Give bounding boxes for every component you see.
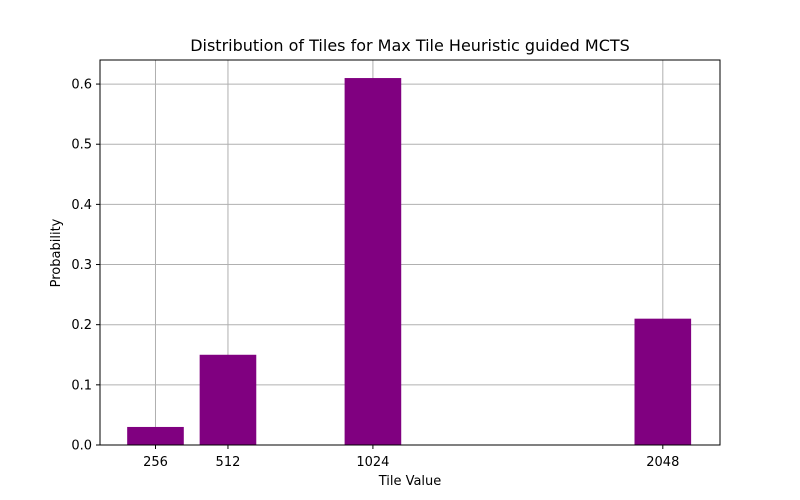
bars [127,78,692,445]
ticks: 0.0 0.1 0.2 0.3 0.4 0.5 0.6 256 512 1024 2048 [71,78,679,470]
bar-1024 [344,78,402,445]
y-tick-label: 0.0 [71,439,92,454]
y-tick-label: 0.5 [71,138,92,153]
x-tick-label: 1024 [356,455,389,470]
grid [100,60,720,446]
y-tick-label: 0.6 [71,78,92,93]
plot-frame [99,59,721,446]
y-tick-label: 0.3 [71,258,92,273]
bar-2048 [634,318,692,445]
y-tick-label: 0.1 [71,378,92,393]
bar-512 [199,354,257,445]
x-axis-label: Tile Value [378,474,442,489]
y-tick-label: 0.4 [71,198,92,213]
x-tick-label: 2048 [646,455,679,470]
y-tick-label: 0.2 [71,318,92,333]
x-tick-label: 512 [216,455,241,470]
y-axis-label: Probability [49,218,64,287]
x-tick-label: 256 [143,455,168,470]
bar-256 [127,426,184,445]
chart-title: Distribution of Tiles for Max Tile Heuri… [190,36,630,55]
